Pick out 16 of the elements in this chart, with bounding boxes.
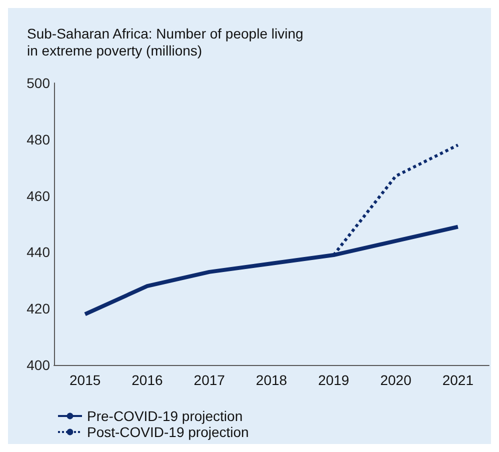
y-tick-label: 480 bbox=[26, 131, 50, 148]
y-tick-label: 420 bbox=[26, 300, 50, 317]
legend-label: Pre-COVID-19 projection bbox=[87, 408, 243, 424]
legend-label: Post-COVID-19 projection bbox=[87, 424, 249, 440]
x-tick-label: 2018 bbox=[256, 372, 288, 388]
x-tick-label: 2019 bbox=[318, 372, 350, 388]
y-tick-label: 440 bbox=[26, 244, 50, 260]
x-tick-label: 2015 bbox=[69, 372, 101, 388]
x-tick-label: 2016 bbox=[132, 372, 163, 388]
x-tick-label: 2017 bbox=[194, 372, 226, 388]
chart-title: Sub-Saharan Africa: Number of people living in extreme poverty (millions) bbox=[27, 26, 304, 58]
x-tick-label: 2021 bbox=[442, 372, 474, 388]
y-tick-label: 400 bbox=[26, 357, 50, 373]
y-tick-label: 500 bbox=[26, 75, 50, 91]
x-tick-label: 2020 bbox=[380, 372, 412, 388]
y-tick-label: 460 bbox=[26, 188, 50, 204]
